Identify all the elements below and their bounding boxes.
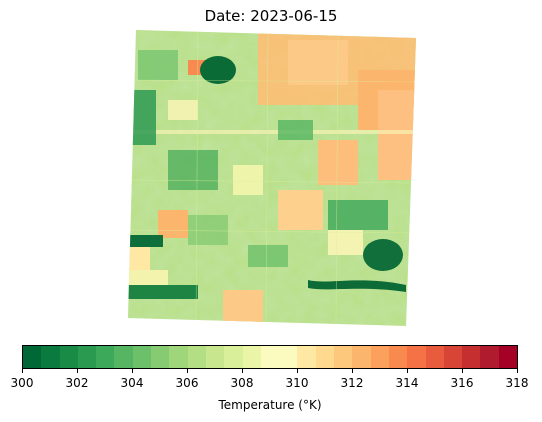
colorbar-segment	[23, 346, 42, 368]
plot-title: Date: 2023-06-15	[204, 7, 338, 25]
colorbar-tick-label: 304	[120, 376, 144, 390]
colorbar-segment	[114, 346, 133, 368]
colorbar-tick-label: 308	[230, 376, 254, 390]
colorbar-label: Temperature (°K)	[218, 398, 322, 412]
colorbar-segment	[77, 346, 97, 368]
colorbar-segment	[425, 346, 444, 368]
colorbar-tick	[242, 369, 243, 373]
colorbar-segment	[315, 346, 335, 368]
colorbar-tick	[297, 369, 298, 373]
colorbar-tick-label: 318	[505, 376, 529, 390]
colorbar-segment	[169, 346, 188, 368]
colorbar-tick-label: 310	[285, 376, 309, 390]
colorbar-tick	[352, 369, 353, 373]
colorbar-segment	[59, 346, 78, 368]
temperature-map-image	[128, 30, 416, 326]
colorbar-tick	[77, 369, 78, 373]
colorbar-tick	[462, 369, 463, 373]
temperature-map	[128, 30, 416, 326]
colorbar-tick	[187, 369, 188, 373]
colorbar-segment	[334, 346, 353, 368]
colorbar-segment	[41, 346, 60, 368]
colorbar-segment	[498, 346, 518, 368]
colorbar-segment	[388, 346, 408, 368]
colorbar-segment	[297, 346, 316, 368]
colorbar-segment	[242, 346, 261, 368]
colorbar-ticks: 300 302 304 306 308 310 312 314 316 318	[11, 369, 528, 391]
colorbar-tick-label: 312	[340, 376, 364, 390]
colorbar-segment	[370, 346, 389, 368]
colorbar-segment	[443, 346, 463, 368]
colorbar-segment	[205, 346, 225, 368]
colorbar-tick-label: 306	[175, 376, 199, 390]
colorbar-tick-label: 316	[450, 376, 474, 390]
colorbar-tick-label: 300	[10, 376, 34, 390]
colorbar-tick	[22, 369, 23, 373]
colorbar-tick	[517, 369, 518, 373]
colorbar-segment	[279, 346, 298, 368]
colorbar	[22, 345, 518, 369]
colorbar-tick	[132, 369, 133, 373]
colorbar-segment	[352, 346, 371, 368]
colorbar-segment	[480, 346, 499, 368]
colorbar-segment	[224, 346, 243, 368]
colorbar-segment	[132, 346, 152, 368]
colorbar-tick	[407, 369, 408, 373]
colorbar-segment	[187, 346, 206, 368]
colorbar-segment	[462, 346, 481, 368]
colorbar-segment	[151, 346, 170, 368]
colorbar-segment	[96, 346, 115, 368]
colorbar-segment	[260, 346, 280, 368]
colorbar-tick-label: 314	[395, 376, 419, 390]
colorbar-segment	[407, 346, 426, 368]
colorbar-tick-label: 302	[65, 376, 89, 390]
